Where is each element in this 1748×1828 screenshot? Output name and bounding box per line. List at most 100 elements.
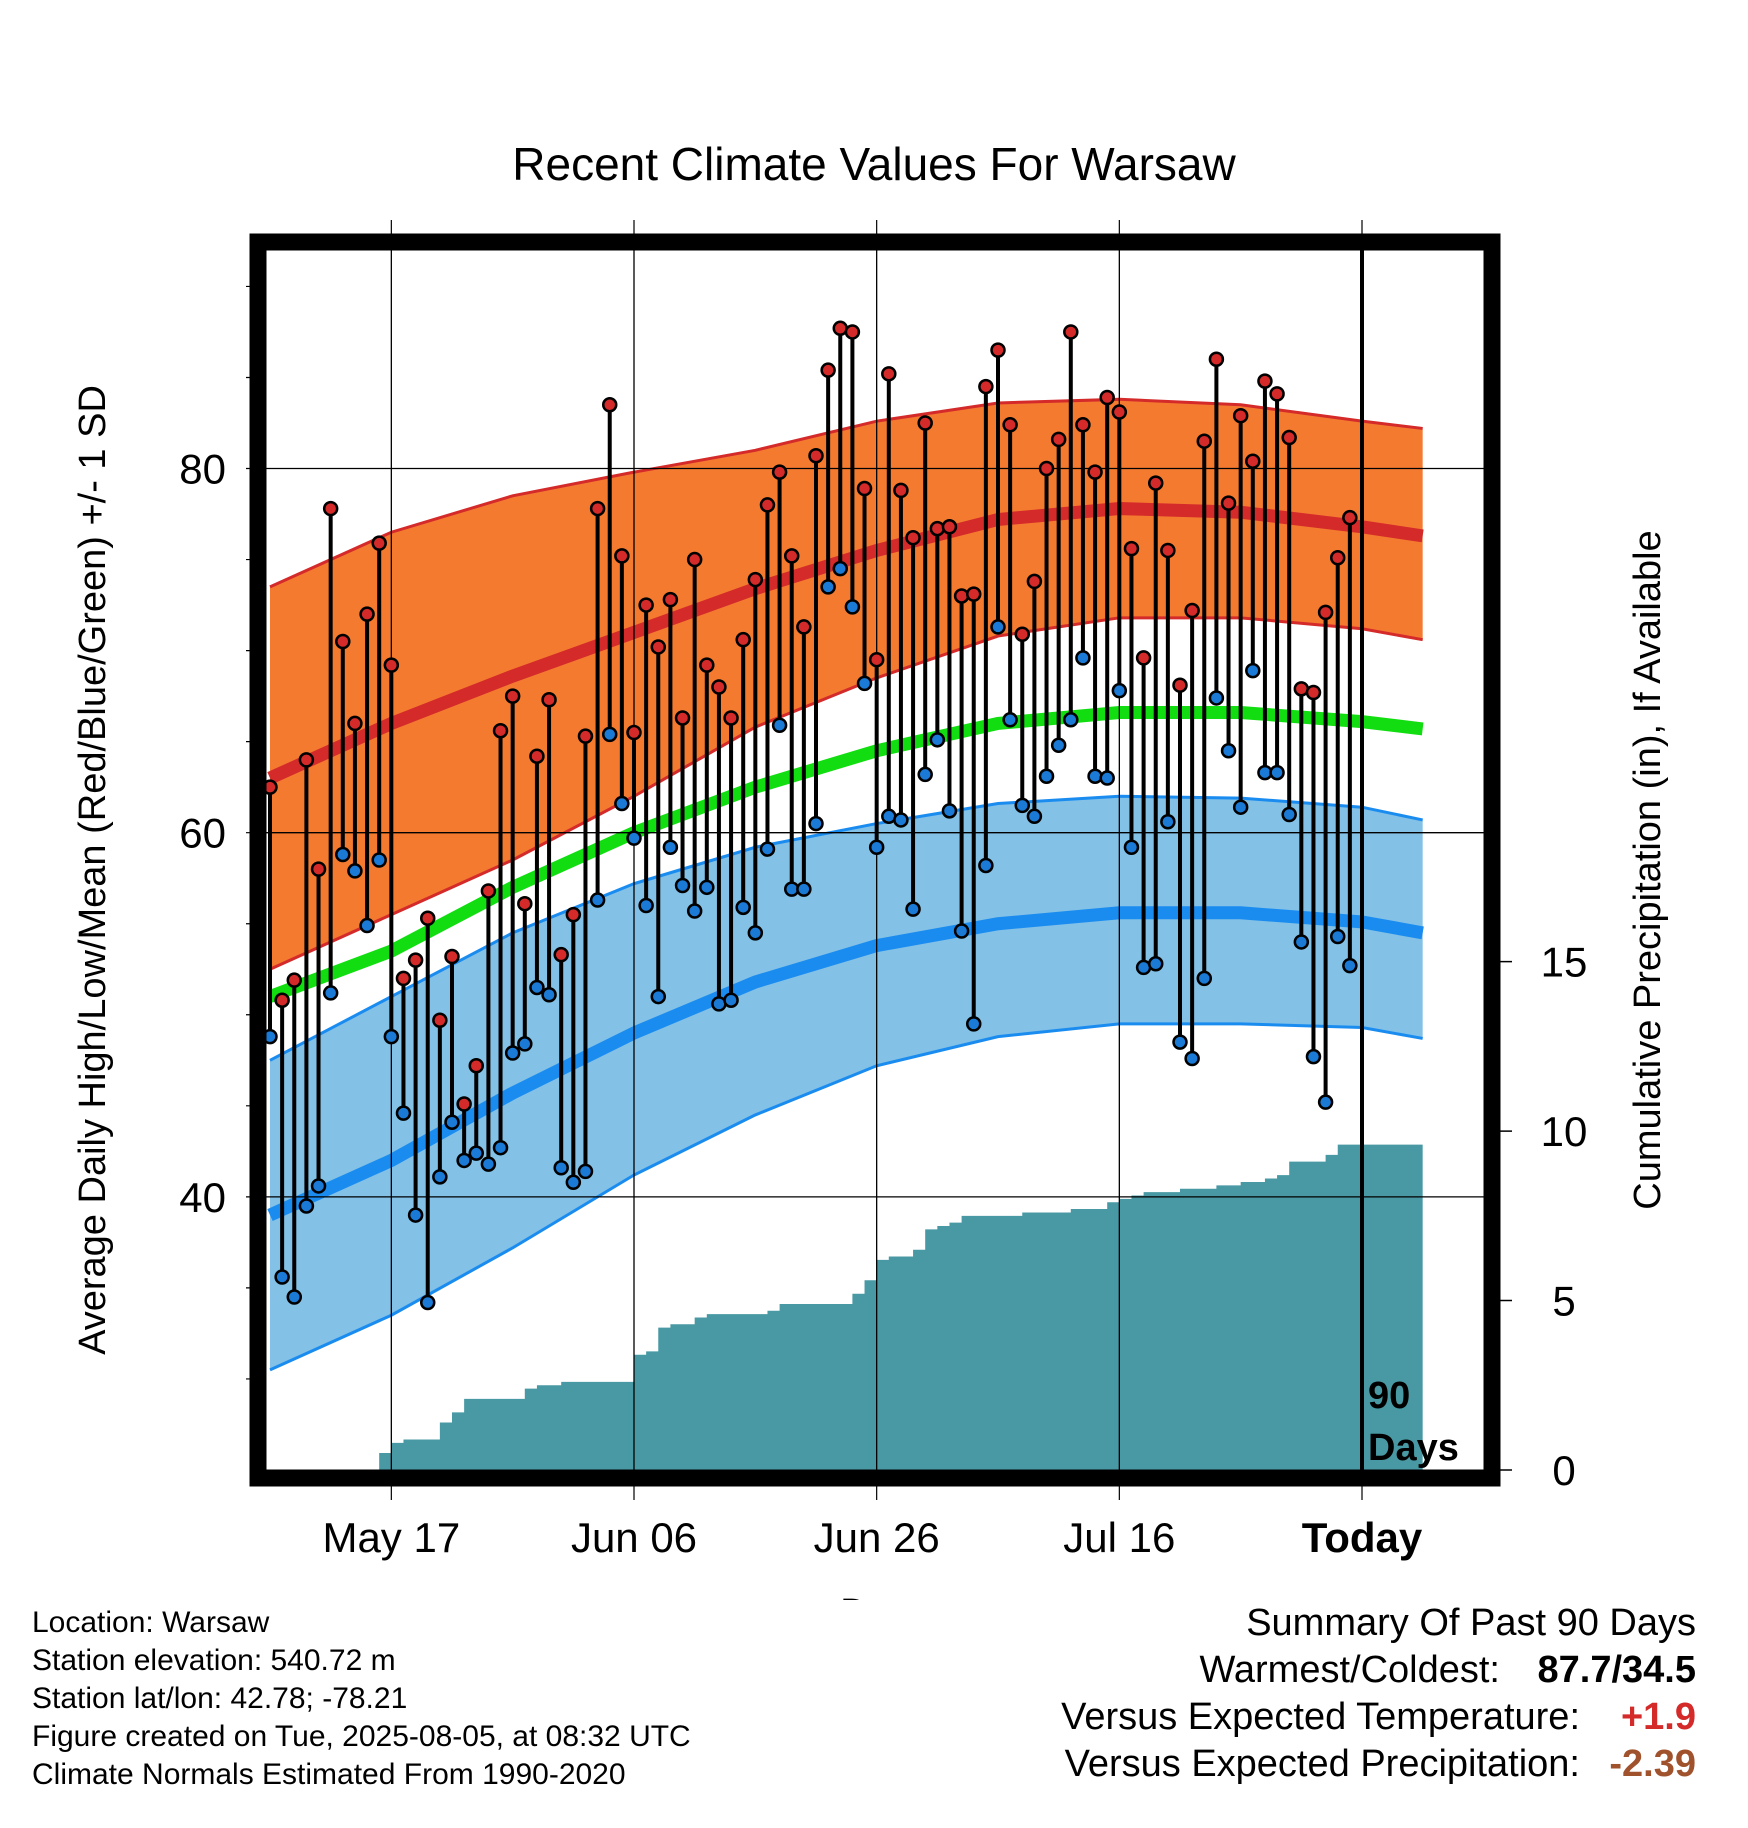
- daily-low-point: [1075, 650, 1091, 666]
- daily-low-point: [856, 675, 873, 692]
- daily-high-point: [881, 366, 897, 382]
- daily-low-point: [286, 1289, 303, 1305]
- daily-low-point: [1196, 970, 1213, 987]
- daily-high-point: [1184, 602, 1200, 619]
- y2-axis-label: Cumulative Precipitation (in), If Availa…: [1627, 530, 1669, 1209]
- daily-low-point: [1184, 1050, 1200, 1067]
- x-tick-label: Jul 16: [1063, 1514, 1175, 1561]
- daily-low-point: [978, 857, 994, 874]
- daily-high-point: [274, 992, 290, 1008]
- daily-high-point: [614, 548, 630, 564]
- daily-low-point: [1014, 797, 1031, 814]
- daily-low-point: [1038, 768, 1055, 784]
- daily-low-point: [686, 903, 703, 919]
- daily-high-point: [383, 657, 400, 673]
- daily-low-point: [517, 1036, 533, 1052]
- daily-high-point: [529, 748, 545, 764]
- daily-low-point: [820, 579, 836, 595]
- daily-high-point: [347, 715, 363, 732]
- daily-high-point: [335, 633, 351, 650]
- daily-high-point: [1269, 386, 1285, 402]
- daily-low-point: [1293, 934, 1310, 950]
- y-tick-label: 80: [179, 446, 226, 493]
- daily-low-point: [383, 1028, 400, 1045]
- elevation-text: Station elevation: 540.72 m: [32, 1644, 396, 1677]
- daily-low-point: [808, 815, 824, 832]
- daily-high-point: [492, 722, 509, 739]
- daily-low-point: [298, 1198, 315, 1214]
- y2-tick-label: 5: [1552, 1278, 1575, 1325]
- precipitation-value: -2.39: [1609, 1743, 1696, 1785]
- daily-low-point: [1342, 957, 1358, 974]
- y-tick-label: 40: [179, 1174, 226, 1221]
- daily-high-point: [553, 946, 569, 963]
- daily-high-point: [1050, 431, 1067, 448]
- daily-low-point: [1305, 1048, 1322, 1065]
- daily-high-point: [796, 619, 812, 635]
- summary-precipitation: Versus Expected Precipitation: -2.39: [1061, 1743, 1696, 1790]
- daily-high-point: [820, 362, 836, 378]
- daily-low-point: [650, 988, 667, 1005]
- daily-low-point: [1063, 712, 1079, 728]
- daily-low-point: [1050, 737, 1067, 754]
- plot-area: 90 Days: [266, 250, 1484, 1470]
- daily-high-point: [359, 606, 375, 622]
- daily-low-point: [844, 599, 861, 615]
- daily-high-point: [1087, 464, 1103, 480]
- daily-high-point: [1342, 509, 1358, 526]
- daily-high-point: [1208, 351, 1225, 368]
- daily-high-point: [1063, 324, 1079, 340]
- daily-low-point: [468, 1145, 485, 1161]
- daily-low-point: [601, 726, 618, 743]
- daily-high-point: [266, 779, 278, 795]
- summary-heading: Summary Of Past 90 Days: [1246, 1602, 1696, 1644]
- daily-high-point: [1329, 549, 1346, 566]
- warmest-coldest-label: Warmest/Coldest:: [1199, 1649, 1500, 1691]
- daily-high-point: [480, 883, 497, 899]
- y2-tick-label: 0: [1552, 1447, 1575, 1494]
- daily-low-point: [1123, 839, 1140, 856]
- daily-high-point: [783, 548, 800, 564]
- daily-low-point: [371, 852, 387, 868]
- daily-low-point: [953, 923, 970, 939]
- daily-low-point: [699, 879, 715, 896]
- daily-high-point: [917, 415, 933, 431]
- low-normal-band: [270, 796, 1423, 1370]
- daily-low-point: [723, 992, 739, 1008]
- daily-low-point: [541, 986, 557, 1003]
- daily-high-point: [1075, 417, 1091, 433]
- daily-high-point: [953, 588, 970, 604]
- daily-low-point: [1172, 1034, 1188, 1050]
- daily-low-point: [905, 901, 921, 917]
- daily-low-point: [1232, 799, 1249, 815]
- climate-chart: 0 5 10 15 May 17 Jun 06 Jun 26 Jul 16 Today 40 60 8…: [72, 138, 1669, 1600]
- daily-low-point: [1281, 806, 1297, 823]
- daily-low-point: [310, 1178, 327, 1194]
- daily-high-point: [419, 910, 436, 927]
- daily-high-point: [771, 464, 788, 480]
- daily-low-point: [529, 979, 545, 996]
- daily-high-point: [1317, 604, 1334, 621]
- daily-low-point: [565, 1174, 582, 1191]
- daily-high-point: [905, 529, 921, 546]
- daily-low-point: [589, 892, 606, 908]
- temperature-value: +1.9: [1620, 1696, 1696, 1738]
- daily-high-point: [286, 972, 303, 988]
- daily-high-point: [662, 591, 679, 608]
- daily-low-point: [1245, 662, 1261, 679]
- daily-high-point: [674, 710, 691, 726]
- daily-high-point: [1160, 542, 1176, 559]
- daily-low-point: [868, 839, 885, 856]
- daily-low-point: [274, 1269, 290, 1285]
- daily-low-point: [480, 1156, 497, 1172]
- daily-high-point: [444, 948, 460, 965]
- daily-high-point: [1135, 650, 1152, 666]
- daily-high-point: [310, 861, 327, 877]
- daily-high-point: [711, 679, 727, 695]
- daily-high-point: [1002, 417, 1018, 433]
- precip-area: [270, 1144, 1423, 1470]
- y2-tick-label: 10: [1541, 1108, 1588, 1155]
- daily-low-point: [1147, 956, 1164, 972]
- temperature-label: Versus Expected Temperature:: [1061, 1696, 1580, 1738]
- daily-high-point: [929, 520, 946, 537]
